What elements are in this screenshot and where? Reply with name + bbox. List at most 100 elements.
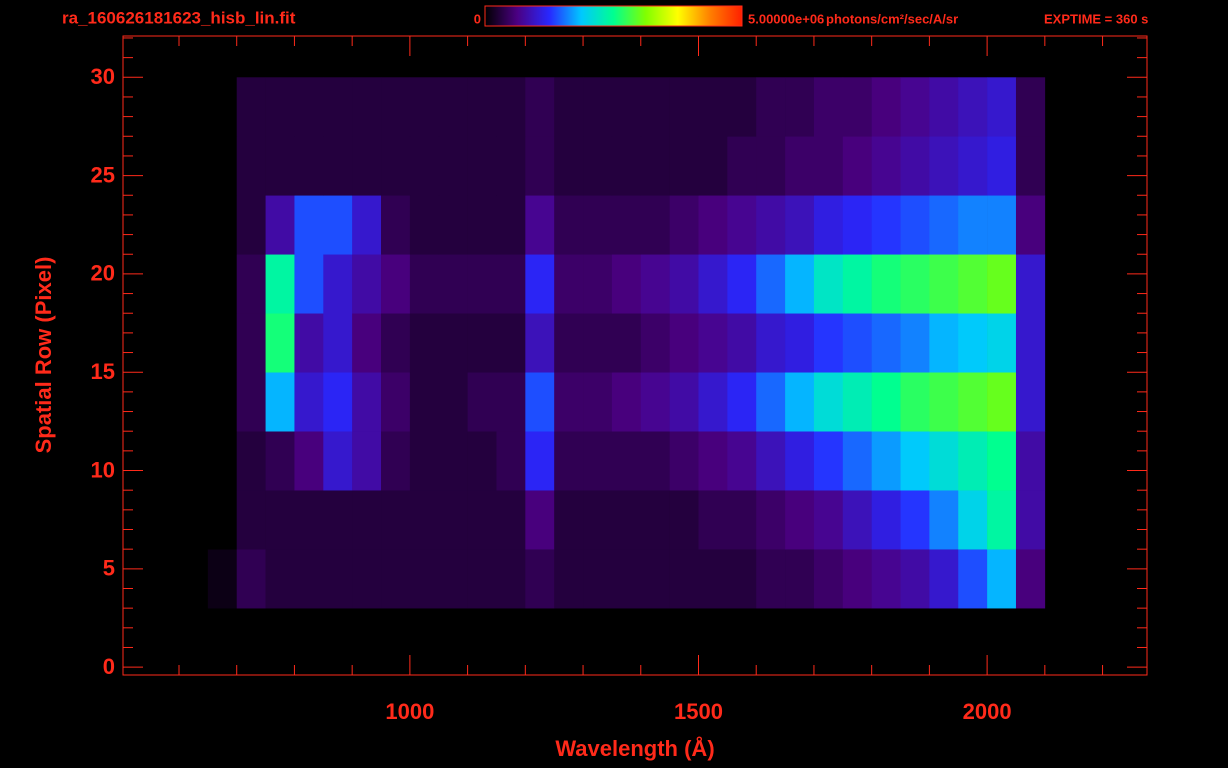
- heatmap-cell: [438, 136, 468, 196]
- heatmap-cell: [265, 77, 295, 137]
- heatmap-cell: [438, 431, 468, 491]
- heatmap-cell: [236, 431, 266, 491]
- heatmap-cell: [554, 313, 584, 373]
- heatmap-cell: [207, 431, 238, 491]
- heatmap-cell: [496, 254, 526, 314]
- heatmap-cell: [323, 490, 353, 550]
- heatmap-cell: [583, 195, 613, 255]
- heatmap-cell: [640, 313, 670, 373]
- heatmap-cell: [467, 195, 497, 255]
- heatmap-cell: [987, 254, 1017, 314]
- heatmap-cell: [409, 490, 440, 550]
- heatmap-cell: [842, 490, 872, 550]
- heatmap-cell: [929, 313, 959, 373]
- heatmap-cell: [929, 372, 959, 432]
- heatmap-cell: [958, 77, 988, 137]
- heatmap-cell: [525, 313, 555, 373]
- heatmap-cell: [756, 254, 786, 314]
- heatmap-cell: [352, 431, 382, 491]
- heatmap-cell: [756, 490, 786, 550]
- heatmap-cell: [265, 431, 295, 491]
- heatmap-cell: [381, 313, 411, 373]
- heatmap-cell: [669, 136, 699, 196]
- heatmap-cell: [352, 77, 382, 137]
- heatmap-cell: [640, 490, 670, 550]
- heatmap-cell: [496, 490, 526, 550]
- heatmap-cell: [698, 431, 728, 491]
- heatmap-cell: [294, 313, 324, 373]
- colorbar-tick-label: 0: [474, 11, 481, 26]
- heatmap-cell: [785, 549, 815, 609]
- y-tick-label: 10: [91, 457, 115, 482]
- heatmap-cell: [236, 313, 266, 373]
- heatmap-cell: [756, 136, 786, 196]
- heatmap-cell: [813, 549, 844, 609]
- heatmap-cell: [929, 77, 959, 137]
- heatmap-cell: [381, 431, 411, 491]
- heatmap-cell: [265, 195, 295, 255]
- heatmap-cell: [611, 431, 642, 491]
- heatmap-cell: [611, 549, 642, 609]
- heatmap-cell: [929, 195, 959, 255]
- heatmap-cell: [958, 313, 988, 373]
- heatmap-cell: [323, 254, 353, 314]
- heatmap-cell: [525, 254, 555, 314]
- heatmap-cell: [381, 372, 411, 432]
- heatmap-cell: [900, 372, 930, 432]
- heatmap-cell: [294, 372, 324, 432]
- heatmap-cell: [583, 490, 613, 550]
- heatmap-cell: [294, 490, 324, 550]
- heatmap-cell: [871, 490, 901, 550]
- x-tick-label: 1500: [674, 699, 723, 724]
- heatmap-cell: [467, 77, 497, 137]
- heatmap-cell: [207, 313, 238, 373]
- y-tick-label: 5: [103, 556, 115, 581]
- heatmap-cell: [727, 136, 757, 196]
- heatmap-cell: [381, 195, 411, 255]
- y-tick-label: 30: [91, 64, 115, 89]
- heatmap-cell: [756, 313, 786, 373]
- heatmap-cell: [640, 431, 670, 491]
- heatmap-cell: [727, 372, 757, 432]
- heatmap-cell: [381, 549, 411, 609]
- heatmap-cell: [929, 136, 959, 196]
- colorbar-label: photons/cm²/sec/A/sr: [826, 11, 958, 26]
- heatmap-cell: [467, 431, 497, 491]
- heatmap-cell: [525, 431, 555, 491]
- heatmap-cell: [958, 431, 988, 491]
- heatmap-cell: [381, 490, 411, 550]
- heatmap-cell: [1015, 195, 1046, 255]
- heatmap-cell: [611, 490, 642, 550]
- heatmap-cell: [438, 195, 468, 255]
- heatmap-cell: [496, 313, 526, 373]
- heatmap-cell: [525, 549, 555, 609]
- heatmap-cell: [698, 549, 728, 609]
- heatmap-cell: [294, 77, 324, 137]
- heatmap-cell: [381, 77, 411, 137]
- heatmap-cell: [1015, 372, 1046, 432]
- heatmap-cell: [958, 549, 988, 609]
- heatmap-cell: [554, 136, 584, 196]
- heatmap-cell: [929, 490, 959, 550]
- heatmap-cell: [583, 549, 613, 609]
- heatmap-cell: [554, 431, 584, 491]
- heatmap-cell: [987, 77, 1017, 137]
- heatmap-cell: [352, 254, 382, 314]
- y-tick-label: 25: [91, 162, 115, 187]
- heatmap-cell: [756, 549, 786, 609]
- heatmap-cell: [871, 254, 901, 314]
- heatmap-cell: [438, 490, 468, 550]
- heatmap-cell: [698, 313, 728, 373]
- heatmap-cell: [525, 195, 555, 255]
- x-axis-label: Wavelength (Å): [555, 735, 714, 761]
- x-tick-label: 2000: [963, 699, 1012, 724]
- heatmap-cell: [900, 136, 930, 196]
- heatmap-cell: [409, 372, 440, 432]
- heatmap-cell: [207, 136, 238, 196]
- heatmap-cell: [611, 254, 642, 314]
- heatmap-cell: [785, 195, 815, 255]
- heatmap-cell: [929, 431, 959, 491]
- heatmap-cell: [813, 136, 844, 196]
- heatmap-cell: [987, 549, 1017, 609]
- heatmap-cell: [525, 136, 555, 196]
